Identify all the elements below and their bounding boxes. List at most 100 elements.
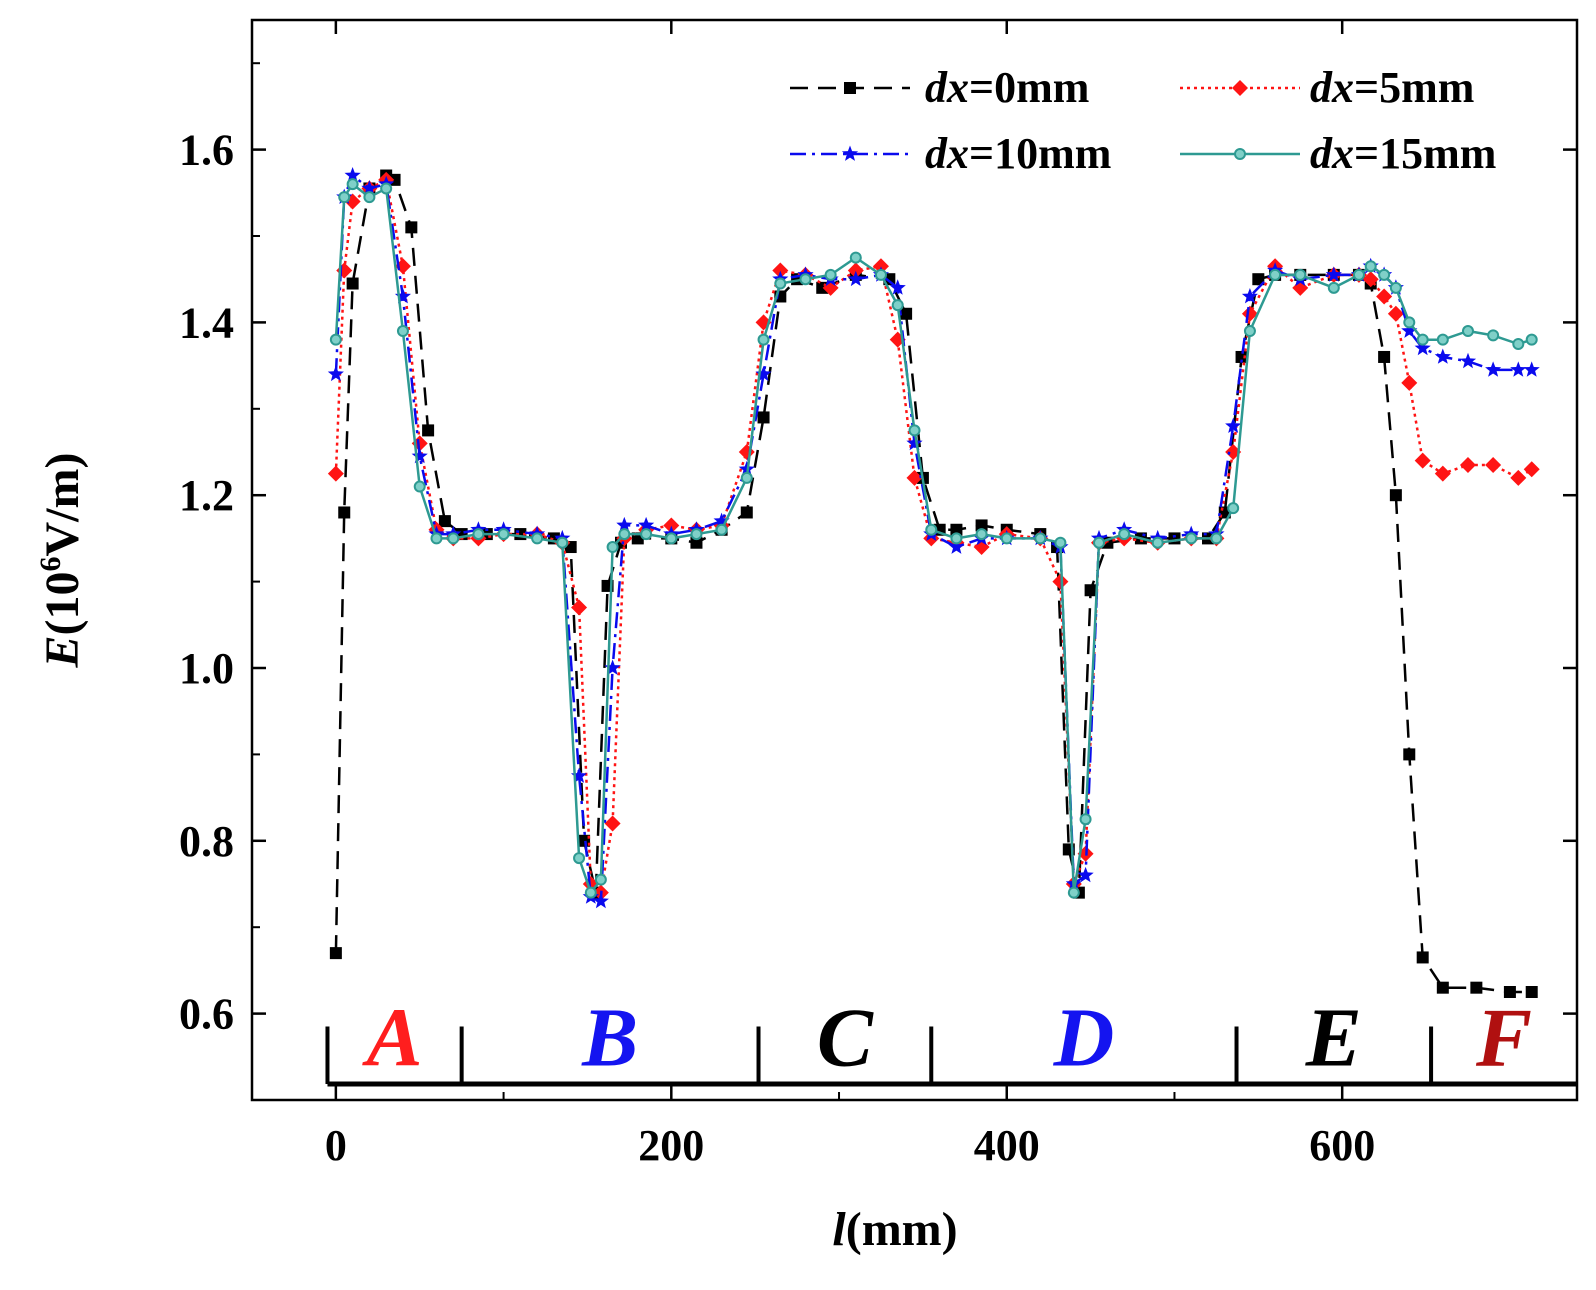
data-point xyxy=(606,541,619,554)
data-point xyxy=(1523,461,1540,478)
data-point xyxy=(604,815,621,832)
data-point xyxy=(1067,886,1080,899)
region-label-b: B xyxy=(581,991,638,1084)
x-axis-label-var: l xyxy=(832,1203,846,1256)
data-point xyxy=(346,178,359,191)
legend-label: dx=15mm xyxy=(1310,129,1496,178)
data-point xyxy=(338,191,351,204)
data-point xyxy=(1352,268,1365,281)
region-label-a: A xyxy=(362,991,423,1084)
y-tick-label: 1.0 xyxy=(179,644,234,693)
data-point xyxy=(757,411,770,424)
data-point xyxy=(394,288,411,304)
data-point xyxy=(1362,271,1379,288)
data-point xyxy=(847,270,864,287)
data-point xyxy=(1225,417,1242,433)
y-tick-label: 1.2 xyxy=(179,471,234,520)
data-point xyxy=(713,512,730,528)
data-point xyxy=(948,538,965,554)
data-point xyxy=(906,469,923,486)
data-point xyxy=(571,599,588,616)
data-point xyxy=(1503,986,1516,998)
y-tick-label: 1.4 xyxy=(179,298,234,347)
data-point xyxy=(799,273,812,286)
data-point xyxy=(1327,281,1340,294)
data-point xyxy=(638,516,655,533)
legend-item: dx=10mm xyxy=(790,129,1111,178)
data-point xyxy=(1510,361,1527,377)
data-point xyxy=(1387,305,1404,322)
data-point xyxy=(329,947,342,960)
data-point xyxy=(1269,268,1282,281)
legend-item: dx=5mm xyxy=(1180,63,1474,112)
data-point xyxy=(738,444,755,460)
data-point xyxy=(618,528,631,541)
data-point xyxy=(1389,489,1402,502)
data-point xyxy=(690,536,703,549)
data-point xyxy=(774,277,787,290)
data-point xyxy=(1512,338,1525,350)
y-axis-label: E(106V/m) xyxy=(34,453,89,669)
data-point xyxy=(925,523,938,536)
series-group xyxy=(327,167,1540,998)
legend-item: dx=0mm xyxy=(790,63,1089,112)
data-point xyxy=(1436,981,1449,994)
data-point xyxy=(1401,322,1418,338)
data-point xyxy=(740,471,753,484)
data-point xyxy=(413,480,426,493)
data-point xyxy=(849,251,862,264)
data-point xyxy=(1401,374,1418,391)
data-point xyxy=(1434,348,1451,364)
data-point xyxy=(1470,981,1483,994)
data-point xyxy=(1487,329,1500,342)
data-point xyxy=(1459,456,1476,473)
data-point xyxy=(497,528,510,541)
data-point xyxy=(1416,333,1429,346)
data-point xyxy=(573,852,586,865)
series-3 xyxy=(329,178,1538,899)
data-point xyxy=(1243,325,1256,338)
data-point xyxy=(1241,288,1258,304)
data-point xyxy=(1218,506,1231,519)
data-point xyxy=(757,333,770,346)
data-point xyxy=(1168,532,1181,545)
data-point xyxy=(872,258,889,275)
data-point xyxy=(346,277,359,290)
data-point xyxy=(329,333,342,346)
data-point xyxy=(327,465,344,482)
data-point xyxy=(472,528,485,541)
data-point xyxy=(396,325,409,338)
data-point xyxy=(1403,748,1416,761)
data-point xyxy=(338,506,351,519)
data-point xyxy=(531,532,544,545)
data-point xyxy=(874,268,887,281)
data-point xyxy=(640,528,653,541)
data-point xyxy=(1052,573,1069,590)
data-point xyxy=(690,528,703,541)
data-point xyxy=(422,424,435,437)
data-point xyxy=(663,517,680,534)
y-axis-label-unit: V/m) xyxy=(36,453,89,557)
data-point xyxy=(1510,469,1527,486)
data-point xyxy=(1434,465,1451,482)
data-point xyxy=(847,262,864,279)
data-point xyxy=(1077,866,1094,883)
data-point xyxy=(1084,584,1097,597)
series-line xyxy=(334,174,1532,994)
data-point xyxy=(594,873,607,886)
y-axis-label-base: (10 xyxy=(36,571,89,635)
x-tick-label: 600 xyxy=(1309,1121,1375,1170)
data-point xyxy=(1118,528,1131,541)
data-point xyxy=(1525,986,1538,998)
data-point xyxy=(665,532,678,545)
legend-label: dx=5mm xyxy=(1310,63,1474,112)
data-point xyxy=(578,834,591,847)
data-point xyxy=(908,424,921,437)
data-point xyxy=(950,532,963,545)
data-point xyxy=(1414,452,1431,469)
data-point xyxy=(1485,456,1502,473)
x-axis-label: l(mm) xyxy=(832,1203,957,1256)
data-point xyxy=(824,268,837,281)
region-bar: A B C D E F xyxy=(325,991,1577,1087)
data-point xyxy=(584,886,597,899)
